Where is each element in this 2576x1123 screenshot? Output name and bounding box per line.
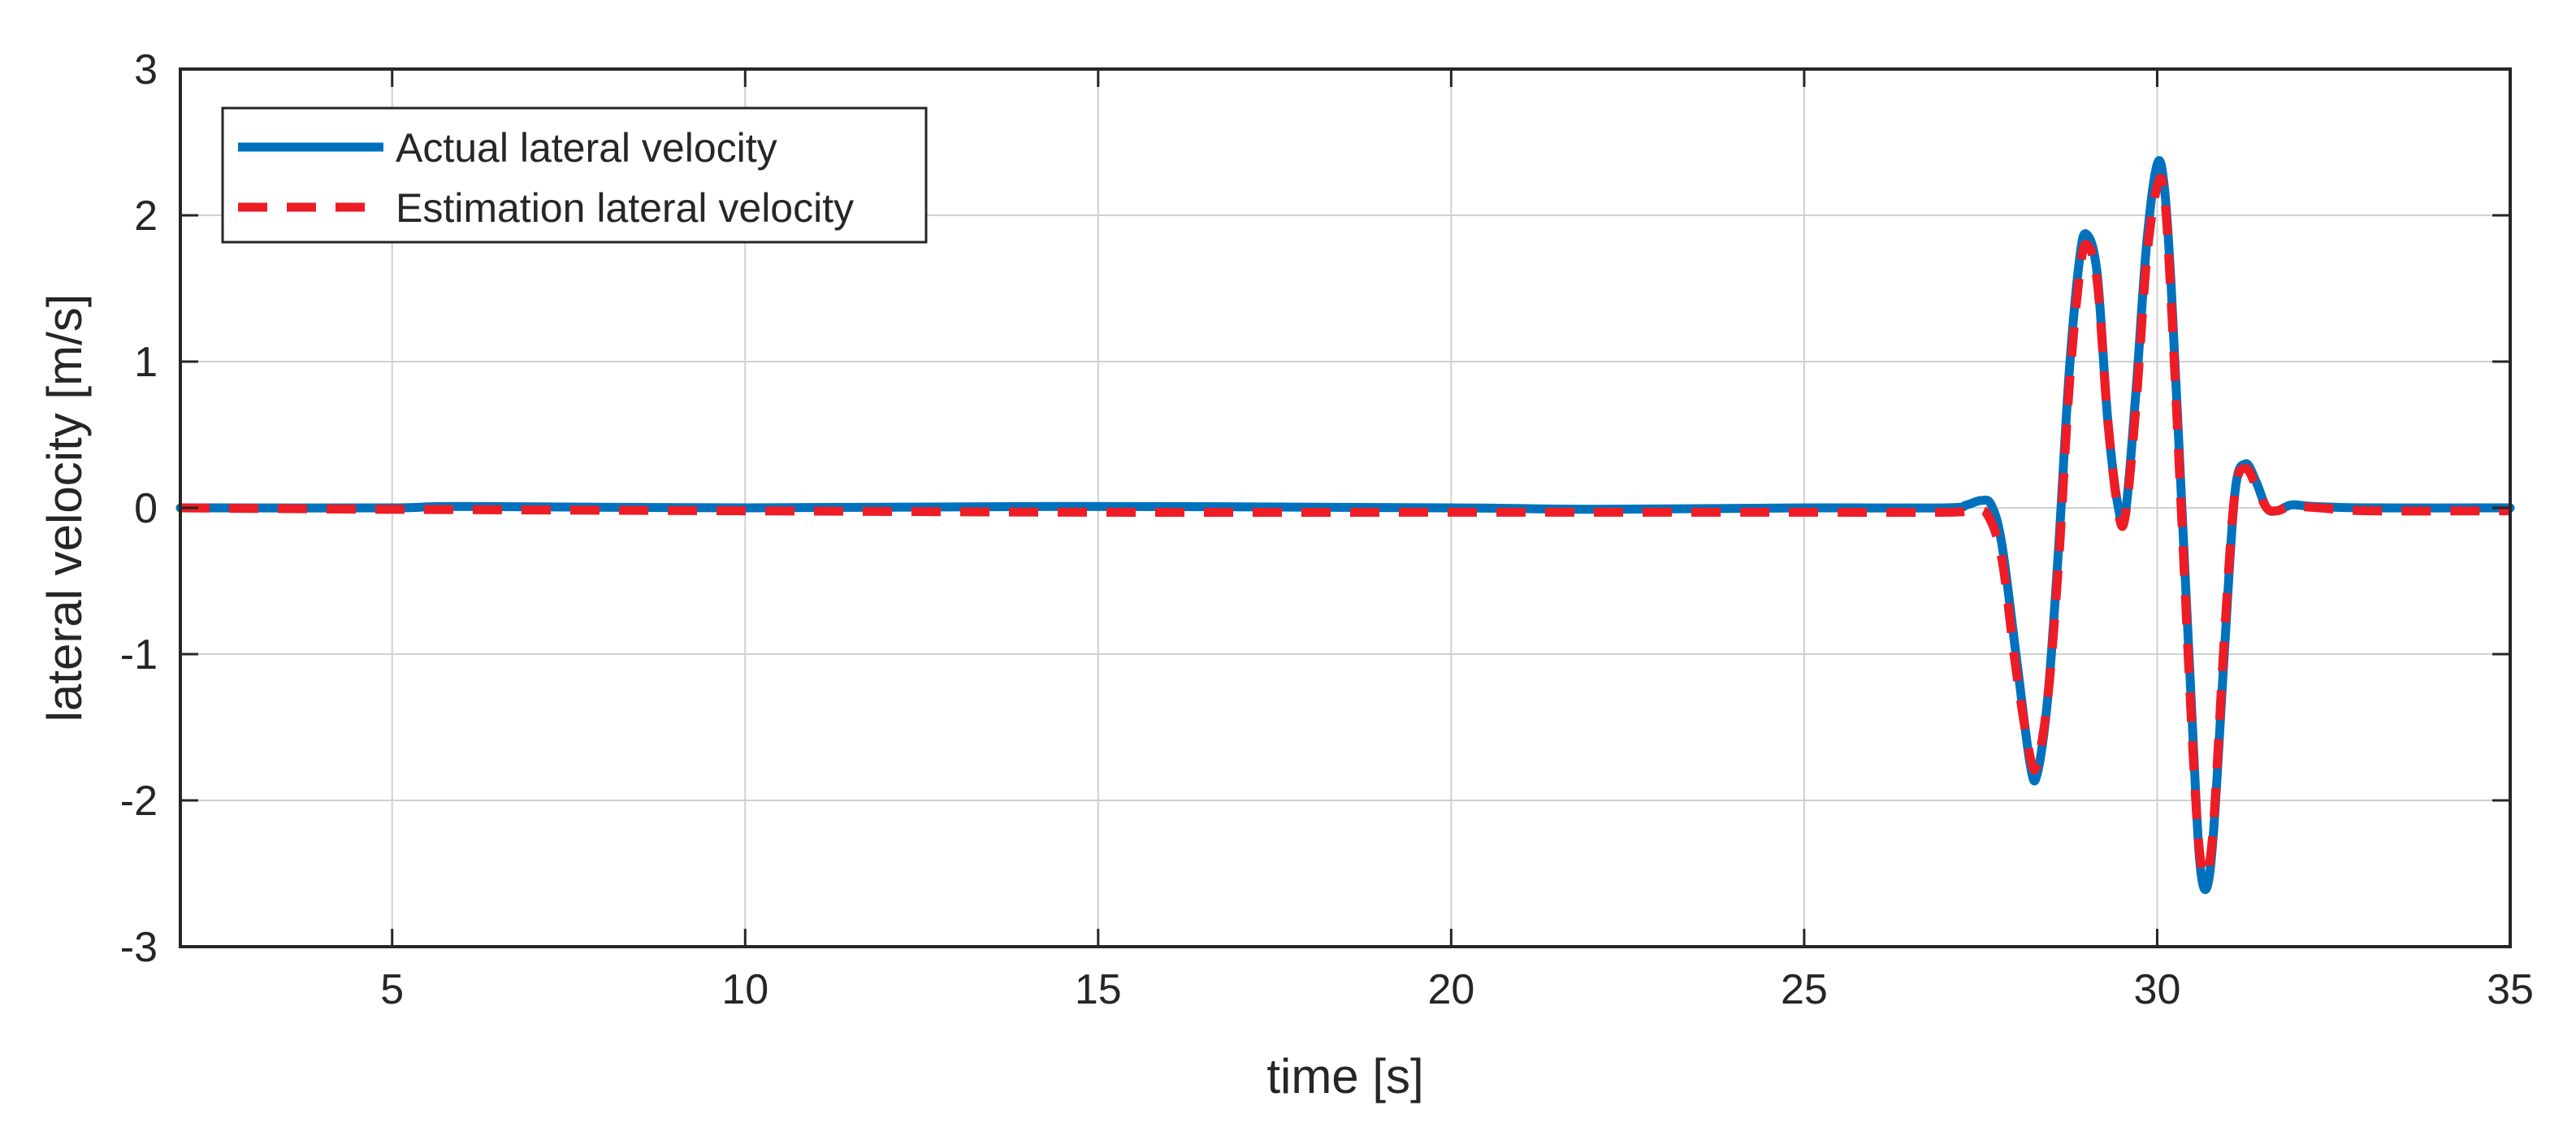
x-tick-label: 15 [1075,966,1122,1013]
x-axis-label: time [s] [1266,1049,1423,1103]
x-tick-label: 10 [721,966,768,1013]
y-tick-label: 2 [134,193,158,240]
x-tick-label: 35 [2487,966,2534,1013]
legend-label-estimation: Estimation lateral velocity [396,185,854,231]
legend-label-actual: Actual lateral velocity [396,125,777,171]
series-layer [175,156,2515,895]
legend: Actual lateral velocity Estimation later… [221,106,928,244]
y-tick-label: 1 [134,339,158,386]
y-tick-label: 3 [134,46,158,93]
y-tick-label: 0 [134,485,158,532]
y-tick-label: -2 [120,778,158,825]
x-tick-label: 5 [380,966,404,1013]
y-tick-label: -3 [120,924,158,971]
ticks: 5 10 15 20 25 30 35 -3 -2 -1 0 1 2 3 [120,46,2534,1013]
x-tick-label: 20 [1427,966,1474,1013]
legend-box [221,106,928,244]
y-tick-label: -1 [120,631,158,679]
y-axis-label: lateral velocity [m/s] [37,294,92,722]
x-tick-label: 30 [2134,966,2181,1013]
x-tick-label: 25 [1781,966,1828,1013]
series-line-estimation [180,173,2511,880]
